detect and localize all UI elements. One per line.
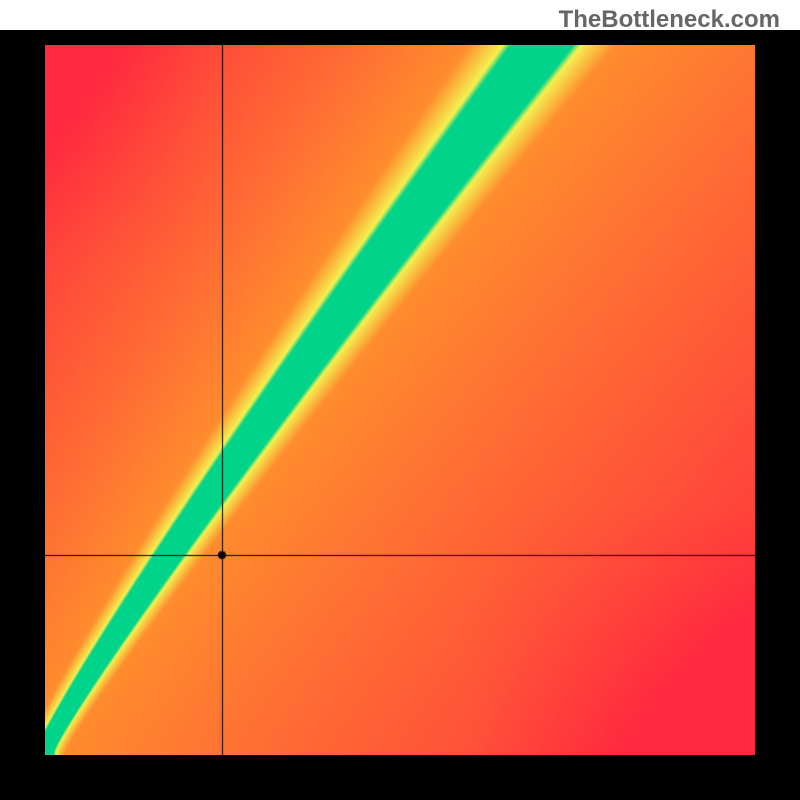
plot-area <box>45 45 755 755</box>
chart-frame <box>0 30 800 800</box>
heatmap-canvas <box>45 45 755 755</box>
watermark-text: TheBottleneck.com <box>559 6 780 34</box>
